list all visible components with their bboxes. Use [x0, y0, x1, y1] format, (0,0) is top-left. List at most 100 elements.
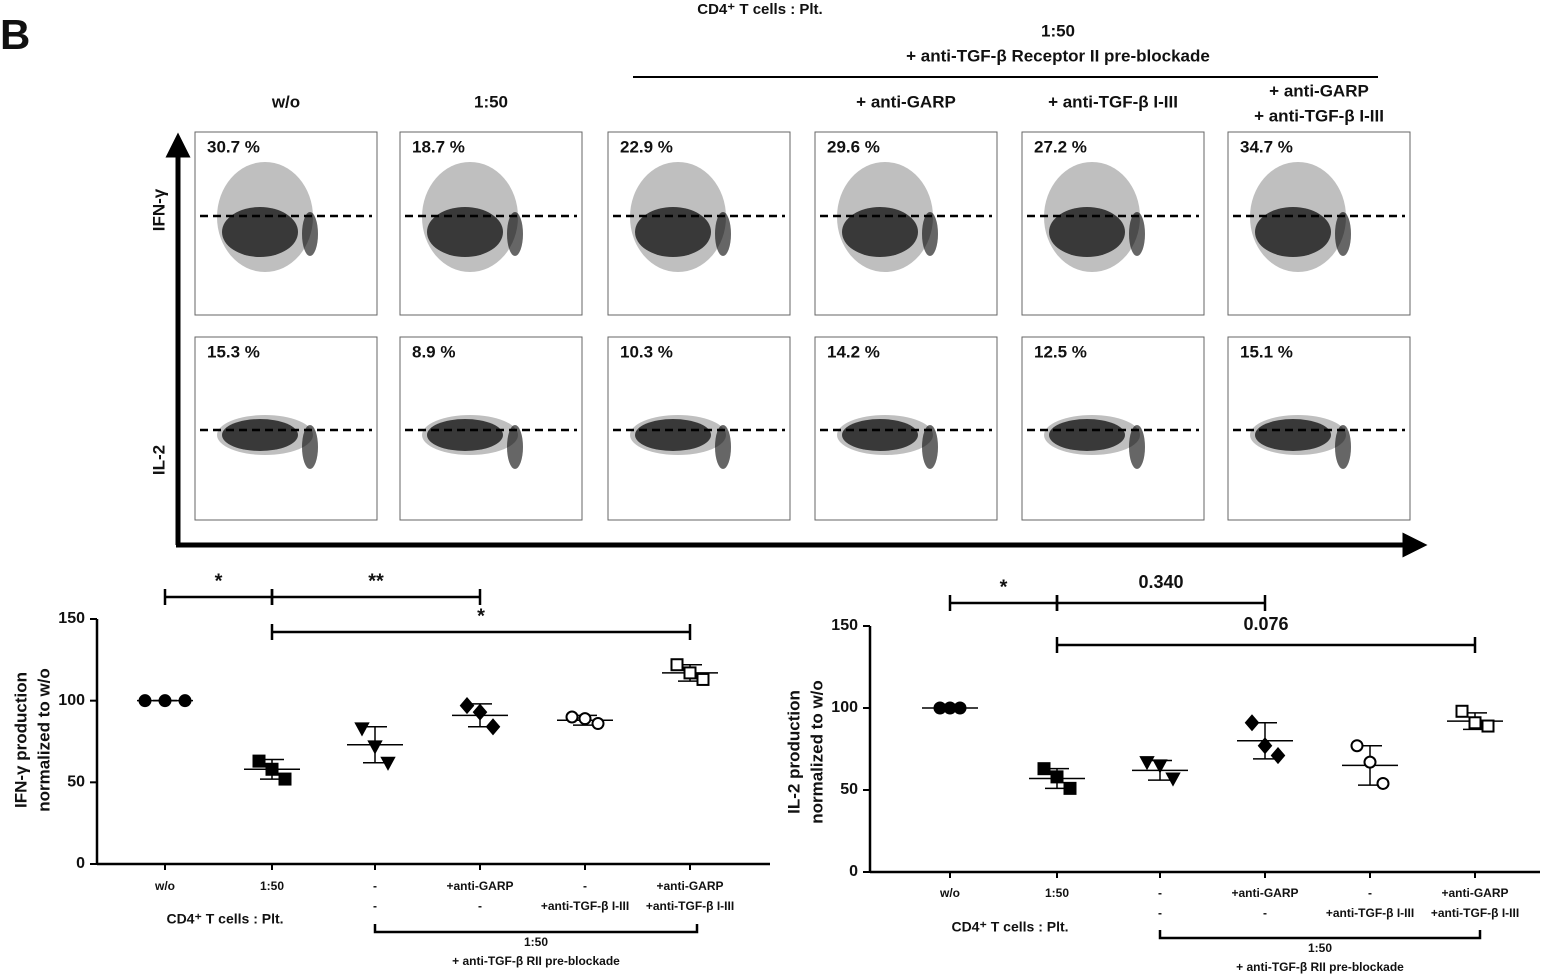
y-axis-label: IFN-γ production	[11, 672, 30, 808]
percent-label: 22.9 %	[620, 137, 673, 156]
dot	[252, 754, 266, 768]
x-tick-label-2: +anti-TGF-β I-III	[1431, 906, 1519, 920]
percent-label: 18.7 %	[412, 137, 465, 156]
x-tick-label: -	[1368, 886, 1372, 900]
bracket-ratio: 1:50	[1308, 941, 1332, 955]
x-tick-label: 1:50	[1045, 886, 1069, 900]
significance-label: *	[477, 605, 485, 627]
dot	[158, 694, 172, 708]
significance-label: *	[215, 570, 223, 592]
cell-cloud	[427, 207, 503, 257]
dot	[1139, 756, 1155, 771]
percent-label: 29.6 %	[827, 137, 880, 156]
cell-cloud	[715, 212, 731, 256]
dot	[591, 717, 605, 731]
x-tick-label: +anti-GARP	[1441, 886, 1508, 900]
x-tick-label: -	[583, 879, 587, 893]
dot	[670, 658, 684, 672]
cell-cloud	[1255, 419, 1331, 451]
dot	[367, 740, 383, 755]
significance-bracket	[270, 624, 692, 640]
dot	[565, 710, 579, 724]
dot	[696, 672, 710, 686]
y-tick-label: 50	[67, 774, 85, 791]
dot	[1455, 704, 1469, 718]
pre-blockade-bracket	[373, 924, 699, 934]
cell-cloud	[922, 425, 938, 469]
percent-label: 27.2 %	[1034, 137, 1087, 156]
cell-cloud	[302, 425, 318, 469]
y-tick-label: 150	[831, 617, 858, 634]
dot	[1468, 716, 1482, 730]
cell-cloud	[1129, 425, 1145, 469]
cell-cloud	[635, 207, 711, 257]
x-tick-label-2: -	[1263, 906, 1267, 920]
percent-label: 15.3 %	[207, 342, 260, 361]
column-header: 1:50	[474, 92, 508, 111]
cell-cloud	[1049, 207, 1125, 257]
significance-label: 0.076	[1243, 614, 1288, 634]
y-axis-label: normalized to w/o	[807, 680, 826, 824]
cell-cloud	[222, 207, 298, 257]
dot	[1037, 762, 1051, 776]
x-tick-label-2: +anti-TGF-β I-III	[1326, 906, 1414, 920]
cell-cloud	[1335, 425, 1351, 469]
x-tick-label-2: -	[478, 899, 482, 913]
percent-label: 15.1 %	[1240, 342, 1293, 361]
cell-cloud	[427, 419, 503, 451]
dot	[1376, 776, 1390, 790]
x-tick-label-2: -	[1158, 906, 1162, 920]
y-tick-label: 0	[849, 863, 858, 880]
panel-label: B	[0, 11, 30, 58]
x-tick-label: +anti-GARP	[1231, 886, 1298, 900]
x-tick-label: w/o	[154, 879, 175, 893]
column-header: + anti-GARP	[1269, 81, 1369, 100]
dot	[1350, 739, 1364, 753]
column-header: + anti-TGF-β I-III	[1254, 106, 1384, 125]
row-label: IL-2	[149, 445, 168, 475]
bracket-ratio: 1:50	[524, 935, 548, 949]
x-tick-label: +anti-GARP	[446, 879, 513, 893]
cell-cloud	[302, 212, 318, 256]
flow-grid: w/o 1:50 + anti-GARP + anti-TGF-β I-III + an…	[149, 81, 1411, 521]
dot	[683, 666, 697, 680]
cell-cloud	[1129, 212, 1145, 256]
bracket-label: + anti-TGF-β RII pre-blockade	[452, 954, 620, 968]
percent-label: 8.9 %	[412, 342, 455, 361]
x-tick-label: +anti-GARP	[656, 879, 723, 893]
x-tick-label-2: +anti-TGF-β I-III	[541, 899, 629, 913]
significance-label: **	[368, 570, 384, 592]
y-tick-label: 100	[58, 692, 85, 709]
x-tick-label: -	[1158, 886, 1162, 900]
group-ratio: 1:50	[1041, 21, 1075, 40]
column-header: + anti-TGF-β I-III	[1048, 92, 1178, 111]
x-row-label: CD4⁺ T cells : Plt.	[166, 911, 283, 927]
cell-cloud	[507, 212, 523, 256]
x-tick-label-2: -	[373, 899, 377, 913]
bracket-label: + anti-TGF-β RII pre-blockade	[1236, 960, 1404, 974]
significance-bracket	[1055, 637, 1477, 653]
dot	[1152, 759, 1168, 774]
dot	[178, 694, 192, 708]
y-axis-label: normalized to w/o	[34, 668, 53, 812]
row-label: IFN-γ	[149, 188, 168, 231]
cell-cloud	[222, 419, 298, 451]
y-axis-label: IL-2 production	[784, 690, 803, 814]
dot	[1063, 781, 1077, 795]
cell-cloud	[507, 425, 523, 469]
y-tick-label: 150	[58, 610, 85, 627]
significance-label: *	[1000, 576, 1008, 598]
column-header: + anti-GARP	[856, 92, 956, 111]
cell-cloud	[842, 207, 918, 257]
cell-cloud	[1335, 212, 1351, 256]
dot	[578, 712, 592, 726]
dot	[1257, 737, 1273, 755]
dot	[459, 697, 475, 715]
percent-label: 12.5 %	[1034, 342, 1087, 361]
dot	[1363, 755, 1377, 769]
dot	[1050, 770, 1064, 784]
cell-cloud	[1255, 207, 1331, 257]
significance-bracket	[270, 589, 482, 605]
